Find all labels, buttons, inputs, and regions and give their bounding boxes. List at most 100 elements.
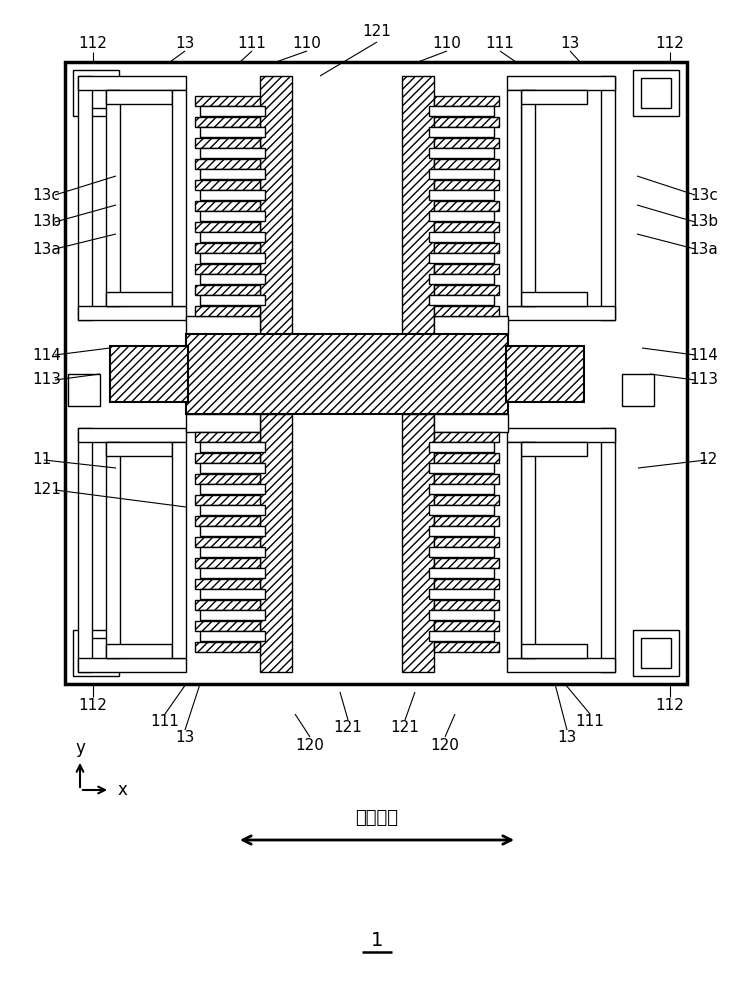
Bar bbox=[200, 148, 265, 158]
Bar bbox=[429, 274, 494, 284]
Bar bbox=[507, 658, 615, 672]
Bar bbox=[200, 547, 265, 557]
Text: 114: 114 bbox=[32, 348, 61, 362]
Bar bbox=[434, 414, 508, 432]
Bar bbox=[81, 78, 111, 108]
Bar bbox=[195, 621, 260, 631]
Bar bbox=[200, 589, 265, 599]
Text: 112: 112 bbox=[78, 698, 107, 714]
Bar bbox=[78, 306, 186, 320]
Bar bbox=[200, 526, 265, 536]
Bar bbox=[434, 453, 499, 463]
Text: 13: 13 bbox=[176, 730, 195, 746]
Bar bbox=[434, 474, 499, 484]
Bar bbox=[73, 70, 119, 116]
Bar bbox=[195, 306, 260, 316]
Bar bbox=[429, 148, 494, 158]
Bar bbox=[641, 78, 671, 108]
Bar bbox=[633, 70, 679, 116]
Bar bbox=[200, 127, 265, 137]
Bar bbox=[521, 442, 535, 658]
Bar bbox=[429, 442, 494, 452]
Text: x: x bbox=[117, 781, 127, 799]
Text: 121: 121 bbox=[391, 720, 419, 736]
Bar bbox=[200, 505, 265, 515]
Bar bbox=[195, 96, 260, 106]
Bar bbox=[195, 243, 260, 253]
Text: 12: 12 bbox=[699, 452, 718, 468]
Text: 111: 111 bbox=[238, 36, 266, 51]
Bar bbox=[195, 285, 260, 295]
Bar bbox=[506, 346, 584, 402]
Text: 111: 111 bbox=[151, 714, 179, 730]
Bar bbox=[186, 414, 260, 432]
Bar bbox=[434, 264, 499, 274]
Bar bbox=[429, 526, 494, 536]
Bar bbox=[106, 292, 172, 306]
Bar bbox=[200, 106, 265, 116]
Bar bbox=[106, 442, 120, 658]
Bar bbox=[622, 374, 654, 406]
Text: 112: 112 bbox=[655, 36, 685, 51]
Bar bbox=[641, 638, 671, 668]
Bar bbox=[434, 579, 499, 589]
Bar bbox=[507, 428, 615, 442]
Bar bbox=[200, 274, 265, 284]
Bar bbox=[65, 62, 687, 684]
Bar bbox=[429, 127, 494, 137]
Bar bbox=[434, 316, 508, 334]
Bar bbox=[434, 558, 499, 568]
Bar bbox=[521, 644, 587, 658]
Bar bbox=[195, 432, 260, 442]
Bar bbox=[429, 463, 494, 473]
Bar bbox=[429, 484, 494, 494]
Bar bbox=[172, 442, 186, 658]
Bar bbox=[429, 253, 494, 263]
Bar bbox=[195, 600, 260, 610]
Bar bbox=[434, 495, 499, 505]
Text: 112: 112 bbox=[78, 36, 107, 51]
Bar bbox=[200, 253, 265, 263]
Bar bbox=[200, 232, 265, 242]
Bar bbox=[195, 117, 260, 127]
Bar bbox=[195, 474, 260, 484]
Text: 13a: 13a bbox=[689, 241, 718, 256]
Bar bbox=[507, 442, 521, 658]
Bar bbox=[260, 414, 292, 672]
Bar bbox=[429, 505, 494, 515]
Text: 13: 13 bbox=[557, 730, 577, 746]
Bar bbox=[186, 316, 260, 334]
Text: 110: 110 bbox=[293, 36, 321, 51]
Bar bbox=[521, 292, 587, 306]
Bar bbox=[429, 568, 494, 578]
Text: 113: 113 bbox=[32, 372, 61, 387]
Text: 13: 13 bbox=[560, 36, 580, 51]
Bar bbox=[195, 180, 260, 190]
Text: 112: 112 bbox=[655, 698, 685, 714]
Text: 13: 13 bbox=[176, 36, 195, 51]
Bar bbox=[195, 264, 260, 274]
Bar bbox=[434, 537, 499, 547]
Text: 1: 1 bbox=[371, 930, 383, 950]
Bar bbox=[200, 463, 265, 473]
Bar bbox=[195, 495, 260, 505]
Bar bbox=[402, 414, 434, 672]
Bar bbox=[402, 76, 434, 334]
Bar bbox=[195, 201, 260, 211]
Bar bbox=[507, 90, 521, 306]
Bar bbox=[434, 516, 499, 526]
Bar bbox=[200, 568, 265, 578]
Bar bbox=[521, 90, 535, 306]
Text: 110: 110 bbox=[433, 36, 461, 51]
Bar bbox=[200, 190, 265, 200]
Text: 13b: 13b bbox=[689, 215, 718, 230]
Bar bbox=[195, 642, 260, 652]
Bar bbox=[78, 428, 92, 672]
Bar bbox=[434, 159, 499, 169]
Text: 11: 11 bbox=[32, 452, 51, 468]
Bar bbox=[434, 621, 499, 631]
Bar bbox=[601, 428, 615, 672]
Text: 振动方向: 振动方向 bbox=[355, 809, 399, 827]
Text: 111: 111 bbox=[486, 36, 514, 51]
Bar bbox=[434, 600, 499, 610]
